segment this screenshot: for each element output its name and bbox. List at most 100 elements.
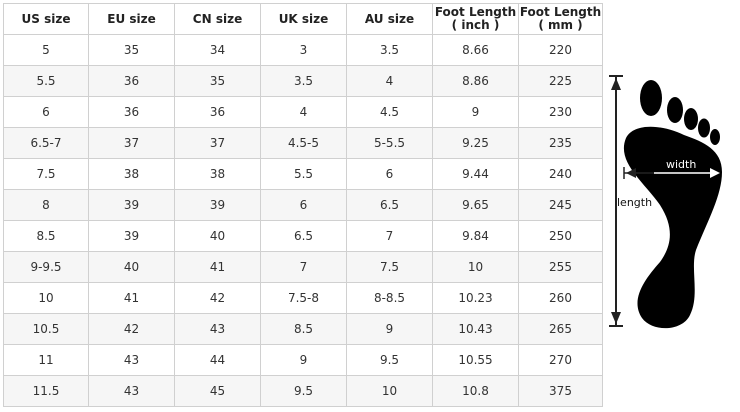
length-label: length	[617, 196, 652, 209]
column-header-text: CN size	[192, 11, 243, 26]
column-header-text: ( mm )	[538, 18, 583, 32]
table-cell: 245	[518, 189, 603, 221]
table-cell: 7.5	[3, 158, 89, 190]
table-cell: 5.5	[260, 158, 347, 190]
table-cell: 35	[174, 65, 261, 97]
table-cell: 38	[174, 158, 261, 190]
toe-icons	[640, 80, 720, 145]
table-cell: 40	[174, 220, 261, 252]
table-cell: 44	[174, 344, 261, 376]
table-cell: 42	[174, 282, 261, 314]
table-cell: 7.5	[346, 251, 433, 283]
table-cell: 9.84	[432, 220, 519, 252]
table-cell: 250	[518, 220, 603, 252]
table-cell: 37	[174, 127, 261, 159]
column-header-text: EU size	[107, 11, 156, 26]
table-cell: 7	[260, 251, 347, 283]
table-cell: 37	[88, 127, 175, 159]
table-cell: 8.66	[432, 34, 519, 66]
table-row: 6.5-7 37 37 4.5-5 5-5.5 9.25 235	[3, 127, 603, 159]
column-header: Foot Length( inch )	[432, 3, 519, 35]
table-cell: 39	[174, 189, 261, 221]
table-cell: 10.8	[432, 375, 519, 407]
column-header-text: ( inch )	[451, 18, 500, 32]
table-cell: 35	[88, 34, 175, 66]
table-cell: 3	[260, 34, 347, 66]
table-cell: 10.55	[432, 344, 519, 376]
table-row: 5 35 34 3 3.5 8.66 220	[3, 34, 603, 66]
table-cell: 9.44	[432, 158, 519, 190]
table-cell: 5.5	[3, 65, 89, 97]
table-cell: 6.5	[346, 189, 433, 221]
table-cell: 220	[518, 34, 603, 66]
table-cell: 5-5.5	[346, 127, 433, 159]
table-cell: 9.5	[346, 344, 433, 376]
table-cell: 9.25	[432, 127, 519, 159]
column-header-text: Foot Length	[519, 5, 602, 19]
table-cell: 6.5	[260, 220, 347, 252]
table-cell: 43	[88, 344, 175, 376]
table-cell: 10.5	[3, 313, 89, 345]
table-cell: 34	[174, 34, 261, 66]
table-cell: 10	[432, 251, 519, 283]
table-cell: 10.43	[432, 313, 519, 345]
table-cell: 8.86	[432, 65, 519, 97]
table-cell: 4.5-5	[260, 127, 347, 159]
table-cell: 7	[346, 220, 433, 252]
header-row: US size EU size CN size UK size AU size Foot …	[3, 3, 603, 35]
table-cell: 36	[88, 65, 175, 97]
table-cell: 9.5	[260, 375, 347, 407]
table-row: 5.5 36 35 3.5 4 8.86 225	[3, 65, 603, 97]
table-cell: 230	[518, 96, 603, 128]
table-cell: 39	[88, 220, 175, 252]
table-cell: 375	[518, 375, 603, 407]
sole-shape	[623, 126, 722, 329]
width-label: width	[666, 158, 696, 171]
table-cell: 240	[518, 158, 603, 190]
foot-diagram: width length	[609, 75, 722, 329]
table-cell: 260	[518, 282, 603, 314]
table-cell: 10.23	[432, 282, 519, 314]
table-row: 8.5 39 40 6.5 7 9.84 250	[3, 220, 603, 252]
table-row: 7.5 38 38 5.5 6 9.44 240	[3, 158, 603, 190]
table-cell: 41	[174, 251, 261, 283]
table-cell: 9.65	[432, 189, 519, 221]
table-cell: 43	[174, 313, 261, 345]
table-cell: 6	[346, 158, 433, 190]
table-cell: 8-8.5	[346, 282, 433, 314]
table-cell: 36	[174, 96, 261, 128]
table-cell: 39	[88, 189, 175, 221]
table-cell: 9	[260, 344, 347, 376]
width-arrow	[623, 167, 720, 179]
table-cell: 10	[3, 282, 89, 314]
table-cell: 38	[88, 158, 175, 190]
table-cell: 3.5	[346, 34, 433, 66]
table-cell: 45	[174, 375, 261, 407]
table-cell: 8.5	[260, 313, 347, 345]
table-row: 8 39 39 6 6.5 9.65 245	[3, 189, 603, 221]
table-cell: 41	[88, 282, 175, 314]
column-header: CN size	[174, 3, 261, 35]
table-cell: 255	[518, 251, 603, 283]
table-cell: 8.5	[3, 220, 89, 252]
column-header: AU size	[346, 3, 433, 35]
table-cell: 4.5	[346, 96, 433, 128]
table-cell: 6.5-7	[3, 127, 89, 159]
table-cell: 5	[3, 34, 89, 66]
table-cell: 9	[346, 313, 433, 345]
table-row: 6 36 36 4 4.5 9 230	[3, 96, 603, 128]
table-row: 10.5 42 43 8.5 9 10.43 265	[3, 313, 603, 345]
table-cell: 4	[346, 65, 433, 97]
column-header-text: Foot Length	[434, 5, 517, 19]
table-cell: 265	[518, 313, 603, 345]
table-cell: 225	[518, 65, 603, 97]
column-header: UK size	[260, 3, 347, 35]
length-arrow	[609, 75, 623, 327]
table-cell: 40	[88, 251, 175, 283]
table-cell: 36	[88, 96, 175, 128]
table-cell: 7.5-8	[260, 282, 347, 314]
table-cell: 9	[432, 96, 519, 128]
column-header: Foot Length( mm )	[518, 3, 603, 35]
table-row: 11 43 44 9 9.5 10.55 270	[3, 344, 603, 376]
table-cell: 43	[88, 375, 175, 407]
